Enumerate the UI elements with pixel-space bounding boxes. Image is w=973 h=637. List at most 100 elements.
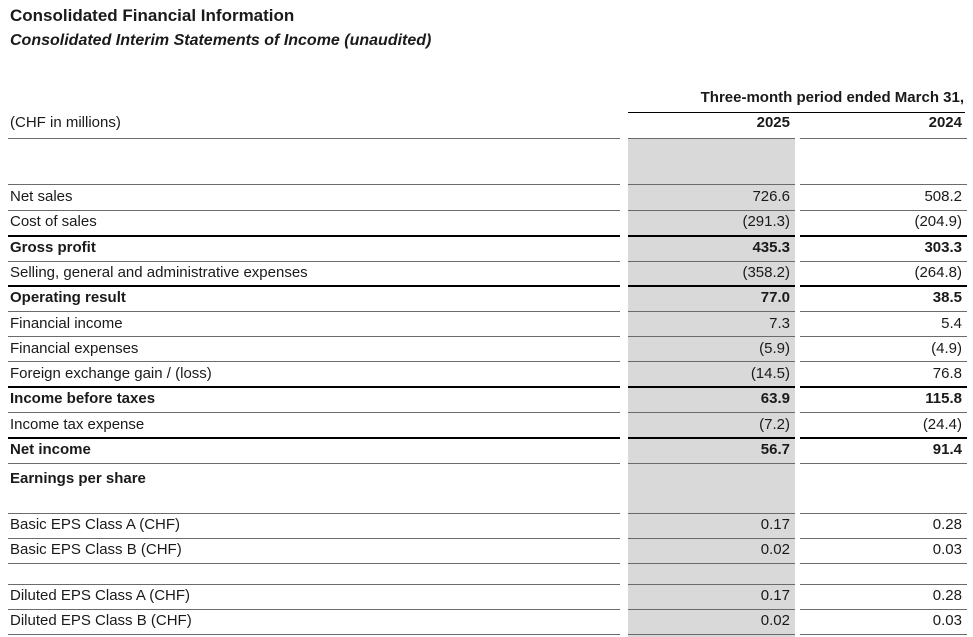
- period-header: Three-month period ended March 31,: [700, 89, 964, 106]
- row-rule: [800, 463, 967, 464]
- subtotal-rule: [8, 437, 620, 439]
- value-2024: 38.5: [932, 289, 962, 306]
- subtotal-rule: [800, 285, 967, 287]
- row-label: Foreign exchange gain / (loss): [10, 365, 212, 382]
- eps-heading-label: Earnings per share: [10, 470, 146, 487]
- table-row: Net sales 726.6 508.2: [0, 186, 973, 206]
- row-rule: [8, 538, 620, 539]
- eps-row: Diluted EPS Class B (CHF) 0.02 0.03: [0, 610, 973, 630]
- row-rule: [628, 584, 795, 585]
- value-2024: (24.4): [922, 416, 962, 433]
- row-label: Income before taxes: [10, 390, 156, 407]
- value-2024: (204.9): [914, 213, 962, 230]
- eps-row: Basic EPS Class B (CHF) 0.02 0.03: [0, 539, 973, 559]
- row-rule: [628, 311, 795, 312]
- table-row-subtotal: Gross profit 435.3 303.3: [0, 237, 973, 257]
- row-rule: [628, 609, 795, 610]
- value-2025: (358.2): [742, 264, 790, 281]
- row-rule: [628, 538, 795, 539]
- value-2024: 76.8: [932, 365, 962, 382]
- row-rule: [800, 584, 967, 585]
- column-header-2025: 2025: [756, 114, 790, 131]
- row-label: Selling, general and administrative expe…: [10, 264, 308, 281]
- value-2024: 0.28: [932, 516, 962, 533]
- value-2025: 56.7: [760, 441, 790, 458]
- row-rule: [800, 311, 967, 312]
- row-rule: [8, 261, 620, 262]
- value-2025: (7.2): [759, 416, 790, 433]
- row-rule: [800, 513, 967, 514]
- row-label: Basic EPS Class A (CHF): [10, 516, 181, 533]
- value-2025: 0.02: [760, 612, 790, 629]
- value-2024: 0.03: [932, 541, 962, 558]
- value-2025: (14.5): [750, 365, 790, 382]
- header-rule: [8, 138, 620, 139]
- row-rule: [628, 563, 795, 564]
- row-rule: [628, 184, 795, 185]
- row-rule: [628, 634, 795, 635]
- table-row-total: Net income 56.7 91.4: [0, 439, 973, 459]
- row-label: Financial expenses: [10, 340, 139, 357]
- value-2025: 63.9: [760, 390, 790, 407]
- table-row-subtotal: Income before taxes 63.9 115.8: [0, 388, 973, 408]
- value-2024: 5.4: [941, 315, 962, 332]
- row-rule: [628, 513, 795, 514]
- row-label: Net sales: [10, 188, 73, 205]
- row-rule: [800, 361, 967, 362]
- row-rule: [628, 210, 795, 211]
- row-rule: [8, 513, 620, 514]
- eps-row: Diluted EPS Class A (CHF) 0.17 0.28: [0, 585, 973, 605]
- header-rule: [628, 138, 795, 139]
- row-rule: [8, 634, 620, 635]
- row-rule: [800, 634, 967, 635]
- subtotal-rule: [800, 386, 967, 388]
- row-rule: [8, 609, 620, 610]
- row-rule: [628, 412, 795, 413]
- table-row: Financial expenses (5.9) (4.9): [0, 338, 973, 358]
- row-rule: [8, 311, 620, 312]
- table-row: Foreign exchange gain / (loss) (14.5) 76…: [0, 363, 973, 383]
- subtotal-rule: [8, 386, 620, 388]
- row-rule: [628, 463, 795, 464]
- value-2025: 77.0: [760, 289, 790, 306]
- value-2024: 303.3: [924, 239, 962, 256]
- row-label: Net income: [10, 441, 91, 458]
- column-header-2024: 2024: [928, 114, 962, 131]
- column-2025-shading: [628, 139, 795, 637]
- row-rule: [8, 584, 620, 585]
- eps-section-heading: Earnings per share: [0, 468, 973, 488]
- table-row: Financial income 7.3 5.4: [0, 313, 973, 333]
- subtotal-rule: [800, 437, 967, 439]
- row-label: Income tax expense: [10, 416, 145, 433]
- row-rule: [800, 412, 967, 413]
- row-rule: [628, 336, 795, 337]
- table-row: Cost of sales (291.3) (204.9): [0, 211, 973, 231]
- subtotal-rule: [800, 235, 967, 237]
- value-2025: 0.02: [760, 541, 790, 558]
- table-row: Selling, general and administrative expe…: [0, 262, 973, 282]
- row-rule: [800, 609, 967, 610]
- table-row-subtotal: Operating result 77.0 38.5: [0, 287, 973, 307]
- row-label: Diluted EPS Class B (CHF): [10, 612, 192, 629]
- row-rule: [8, 412, 620, 413]
- value-2024: (4.9): [931, 340, 962, 357]
- value-2025: 0.17: [760, 587, 790, 604]
- row-rule: [628, 361, 795, 362]
- subtotal-rule: [628, 285, 795, 287]
- value-2025: 726.6: [752, 188, 790, 205]
- subtotal-rule: [8, 235, 620, 237]
- row-rule: [8, 563, 620, 564]
- row-rule: [8, 336, 620, 337]
- row-rule: [800, 261, 967, 262]
- value-2024: 0.28: [932, 587, 962, 604]
- subtotal-rule: [628, 386, 795, 388]
- row-rule: [800, 538, 967, 539]
- document-title: Consolidated Financial Information: [10, 6, 295, 25]
- value-2025: (291.3): [742, 213, 790, 230]
- row-label: Cost of sales: [10, 213, 97, 230]
- value-2024: 508.2: [924, 188, 962, 205]
- row-label: Diluted EPS Class A (CHF): [10, 587, 191, 604]
- row-rule: [8, 361, 620, 362]
- subtotal-rule: [628, 437, 795, 439]
- table-row: Income tax expense (7.2) (24.4): [0, 414, 973, 434]
